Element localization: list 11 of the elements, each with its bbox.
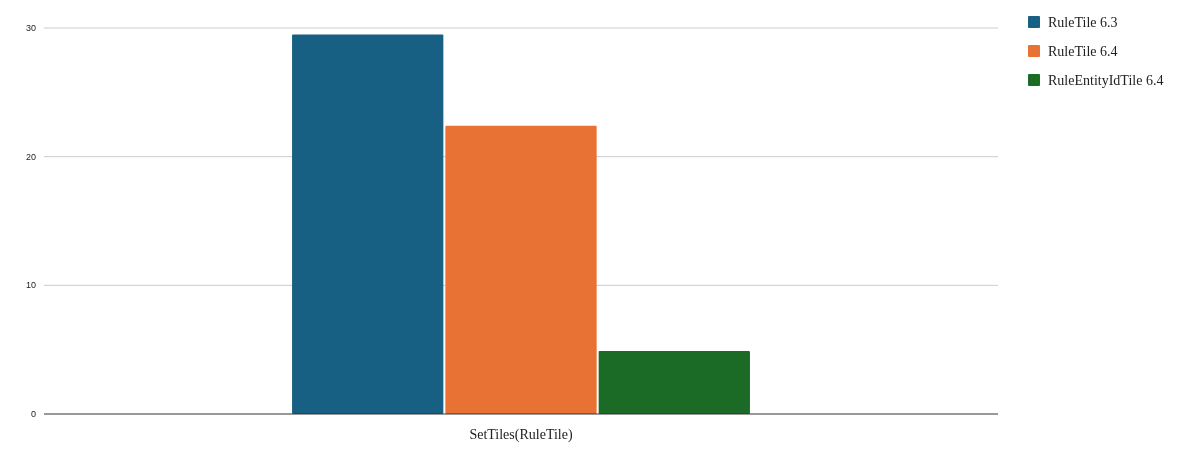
bar [292, 34, 444, 414]
legend-label: RuleTile 6.4 [1048, 43, 1118, 59]
y-tick-label: 30 [25, 23, 36, 34]
bar [445, 125, 597, 414]
legend-label: RuleEntityIdTile 6.4 [1048, 72, 1164, 88]
y-tick-label: 10 [25, 280, 36, 291]
y-tick-label: 20 [25, 151, 36, 162]
bar [598, 350, 750, 414]
legend-label: RuleTile 6.3 [1048, 14, 1118, 30]
y-tick-label: 0 [30, 409, 36, 420]
x-tick-label: SetTiles(RuleTile) [469, 427, 573, 443]
